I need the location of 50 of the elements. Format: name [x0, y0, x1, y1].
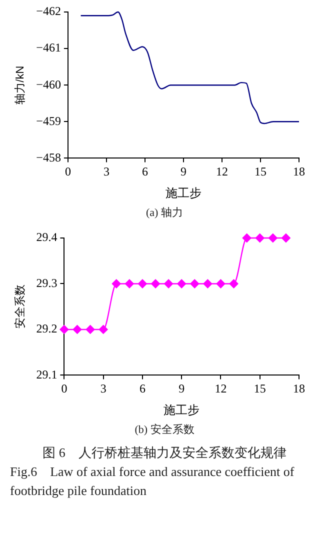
y-tick-label: 29.3 [36, 276, 58, 290]
y-tick-label: −459 [36, 114, 61, 128]
x-tick-label: 6 [139, 382, 146, 396]
x-tick-label: 15 [254, 382, 266, 396]
point [255, 234, 264, 242]
x-tick-label: 12 [216, 164, 228, 179]
x-tick-label: 12 [214, 382, 227, 396]
x-tick-label: 0 [61, 382, 68, 396]
line-series [80, 11, 300, 124]
point [86, 324, 95, 334]
point [177, 279, 186, 288]
point [98, 324, 108, 334]
x-tick-label: 15 [254, 164, 266, 179]
caption: Fig.6 Law of axial force and assurance coefficient of footbridge pile foundation [9, 463, 296, 500]
point [190, 279, 200, 288]
x-tick-label: 3 [100, 382, 106, 396]
point [268, 234, 278, 242]
x-tick-label: 3 [103, 164, 110, 179]
y-tick-label: 29.2 [36, 322, 58, 336]
point [124, 279, 134, 288]
text: (a) 轴力 [145, 206, 184, 220]
point [72, 324, 82, 334]
text: (b) 安全系数 [134, 422, 196, 437]
x-tick-label: 18 [293, 164, 305, 179]
x-axis-title: 施工步 [165, 186, 202, 200]
y-tick-label: −462 [36, 4, 61, 18]
point [164, 279, 174, 288]
y-tick-label: −458 [36, 150, 61, 164]
y-tick-label: 29.4 [36, 230, 58, 244]
point [151, 279, 160, 288]
y-tick-label: 29.1 [36, 367, 58, 382]
x-tick-label: 0 [64, 164, 71, 179]
point [203, 279, 212, 288]
point [216, 279, 226, 288]
point [60, 324, 69, 334]
point [242, 234, 252, 242]
point [112, 279, 121, 288]
x-axis-title: 施工步 [164, 403, 200, 418]
point [138, 279, 147, 288]
x-tick-label: 18 [293, 382, 305, 396]
y-tick-label: −461 [36, 40, 61, 55]
x-tick-label: 9 [180, 164, 186, 179]
point [229, 279, 238, 288]
y-tick-label: −460 [36, 77, 61, 92]
y-axis-title: 轴力/kN [14, 66, 27, 104]
x-tick-label: 9 [178, 382, 185, 396]
point [281, 234, 290, 242]
y-axis-title: 安全系数 [14, 284, 27, 329]
caption: 图 6 人行桥桩基轴力及安全系数变化规律 [42, 444, 288, 462]
x-tick-label: 6 [142, 164, 148, 179]
